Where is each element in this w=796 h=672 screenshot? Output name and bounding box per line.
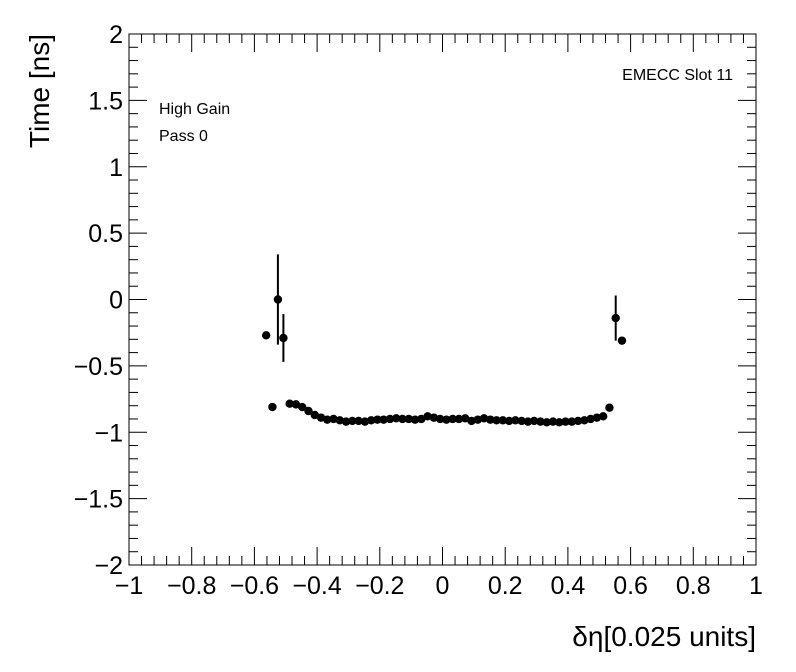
data-point [323,415,332,424]
y-tick-label: −2 [94,552,123,580]
data-point [310,410,319,420]
data-point [498,416,508,425]
data-point [273,295,283,304]
data-point [410,415,420,424]
data-point [536,417,545,426]
pass-label: Pass 0 [159,128,208,145]
data-point [467,416,476,426]
data-point [379,415,388,424]
data-point [448,414,457,424]
y-tick-label: −1.5 [74,486,123,514]
data-point [548,417,558,426]
slot-label: EMECC Slot 11 [622,67,733,84]
data-point [529,416,539,426]
data-point [486,415,495,424]
data-point [573,416,583,426]
data-point [291,400,301,409]
data-point [504,416,514,426]
x-axis-title: δη[0.025 units] [572,621,756,652]
data-point [454,414,464,424]
data-point [360,417,370,426]
data-point [329,414,338,424]
data-point [279,333,288,343]
data-point [268,402,277,412]
x-tick-label: −1 [115,572,144,600]
data-point [492,416,501,425]
data-point [598,412,608,421]
data-point [611,313,620,323]
x-tick-label: −0.6 [230,572,279,600]
y-tick-label: 2 [109,21,123,49]
data-point [341,417,351,426]
data-point [555,418,564,427]
data-point [461,414,470,423]
data-point [398,414,407,424]
x-tick-label: −0.8 [167,572,216,600]
data-point [586,414,595,424]
y-tick-label: 1.5 [88,87,123,115]
data-point [423,412,432,421]
y-tick-label: −1 [94,419,123,447]
data-point [567,417,577,426]
y-tick-label: 0 [109,287,123,315]
x-tick-label: 1 [749,572,763,600]
data-points [261,254,627,427]
y-tick-label: −0.5 [74,353,123,381]
data-point [304,406,313,416]
data-point [298,402,307,412]
data-point [605,403,614,412]
data-point [373,415,382,424]
data-point [473,415,482,424]
data-point [354,416,363,426]
data-point [592,413,602,422]
x-tick-label: 0.4 [551,572,586,600]
x-tick-label: 0 [436,572,450,600]
x-tick-label: −0.2 [355,572,404,600]
data-point [435,414,445,424]
data-point [580,416,589,425]
data-point [385,414,395,424]
data-point [348,416,357,426]
data-point [417,414,426,424]
data-point [366,416,376,425]
y-axis-title: Time [ns] [24,34,55,148]
data-point [542,418,551,427]
data-point [511,416,520,425]
data-point [285,399,294,408]
y-tick-label: 1 [109,154,123,182]
gain-label: High Gain [159,101,230,118]
data-point [442,415,451,424]
data-point [617,336,627,345]
data-point [561,417,570,426]
data-point [335,416,345,425]
x-tick-label: 0.6 [613,572,648,600]
data-point [261,331,271,340]
y-tick-label: 0.5 [88,220,123,248]
data-point [404,414,413,424]
x-tick-label: −0.4 [292,572,341,600]
x-tick-label: 0.2 [488,572,523,600]
data-point [517,416,526,426]
data-point [392,414,401,423]
x-tick-label: 0.8 [676,572,711,600]
data-point [479,414,489,423]
axis-tick-labels: −1 −0.8 −0.6 −0.4 −0.2 0 0.2 0.4 0.6 0.8 1 −2 −1.5 −1… [74,21,763,600]
data-point [429,413,439,422]
axis-ticks [128,33,757,566]
data-point [523,417,533,426]
